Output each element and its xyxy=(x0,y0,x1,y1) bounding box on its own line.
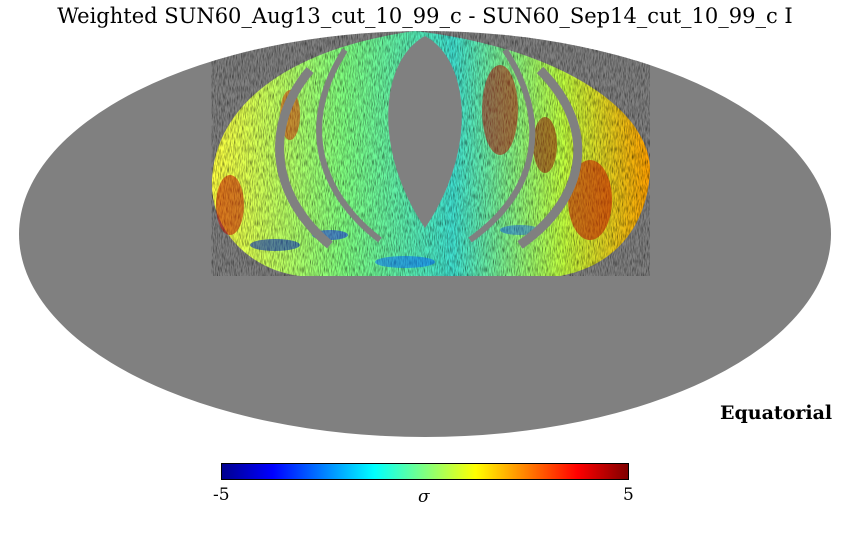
map-title: Weighted SUN60_Aug13_cut_10_99_c - SUN60… xyxy=(57,4,793,28)
colorbar xyxy=(221,463,629,480)
colorbar-max-label: 5 xyxy=(623,485,634,505)
colorbar-unit-label: σ xyxy=(418,487,430,507)
coordinate-system-label: Equatorial xyxy=(720,402,833,424)
colorbar-min-label: -5 xyxy=(213,485,230,505)
